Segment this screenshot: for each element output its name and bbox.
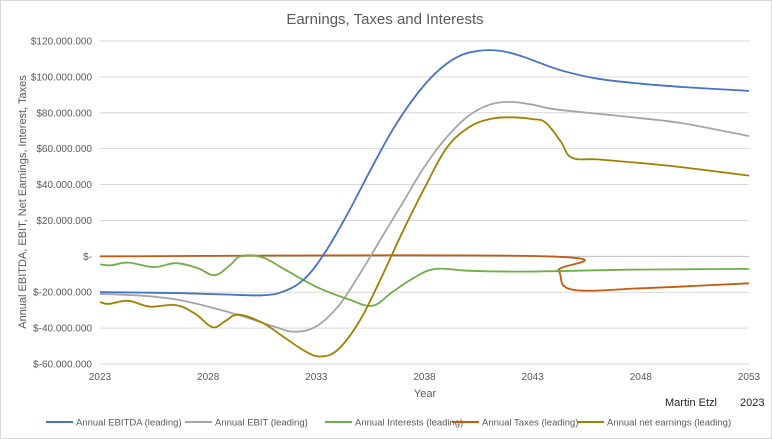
y-tick-label: $20.000.000 (36, 216, 92, 227)
legend-entry: Annual Interests (leading) (355, 418, 463, 429)
x-tick-label: 2043 (522, 372, 545, 383)
x-tick-label: 2053 (738, 372, 761, 383)
y-tick-label: $- (83, 252, 92, 263)
y-tick-label: $60.000.000 (36, 144, 92, 155)
y-tick-label: $-20.000.000 (33, 288, 92, 299)
x-tick-label: 2048 (630, 372, 653, 383)
x-tick-label: 2038 (413, 372, 436, 383)
x-axis-ticks: 2023 2028 2033 2038 2043 2048 2053 (89, 372, 761, 383)
y-tick-label: $100.000.000 (31, 72, 93, 83)
x-tick-label: 2023 (89, 372, 112, 383)
x-tick-label: 2028 (197, 372, 220, 383)
gridlines (100, 40, 749, 365)
series-line-1 (99, 101, 750, 333)
legend-entry: Annual EBITDA (leading) (76, 418, 182, 429)
x-axis-label: Year (414, 388, 437, 400)
legend-entry: Annual EBIT (leading) (215, 418, 308, 429)
series-line-2 (99, 254, 750, 307)
x-tick-label: 2033 (305, 372, 328, 383)
y-tick-label: $120.000.000 (31, 37, 93, 48)
series-line-0 (99, 49, 750, 297)
y-axis-label: Annual EBITDA, EBIT, Net Earnings, Inter… (17, 75, 29, 329)
y-tick-label: $-60.000.000 (33, 360, 92, 371)
series-lines (99, 49, 750, 358)
y-tick-label: $80.000.000 (36, 108, 92, 119)
year-annotation: 2023 (740, 397, 764, 409)
y-tick-label: $-40.000.000 (33, 324, 92, 335)
series-line-4 (99, 116, 750, 358)
y-tick-label: $40.000.000 (36, 180, 92, 191)
legend: Annual EBITDA (leading) Annual EBIT (lead… (46, 418, 731, 429)
chart-title: Earnings, Taxes and Interests (286, 11, 483, 28)
legend-entry: Annual net earnings (leading) (607, 418, 731, 429)
legend-entry: Annual Taxes (leading) (482, 418, 578, 429)
y-axis-ticks: $120.000.000 $100.000.000 $80.000.000 $60.0… (31, 37, 93, 371)
author-annotation: Martin Etzl (665, 397, 717, 409)
